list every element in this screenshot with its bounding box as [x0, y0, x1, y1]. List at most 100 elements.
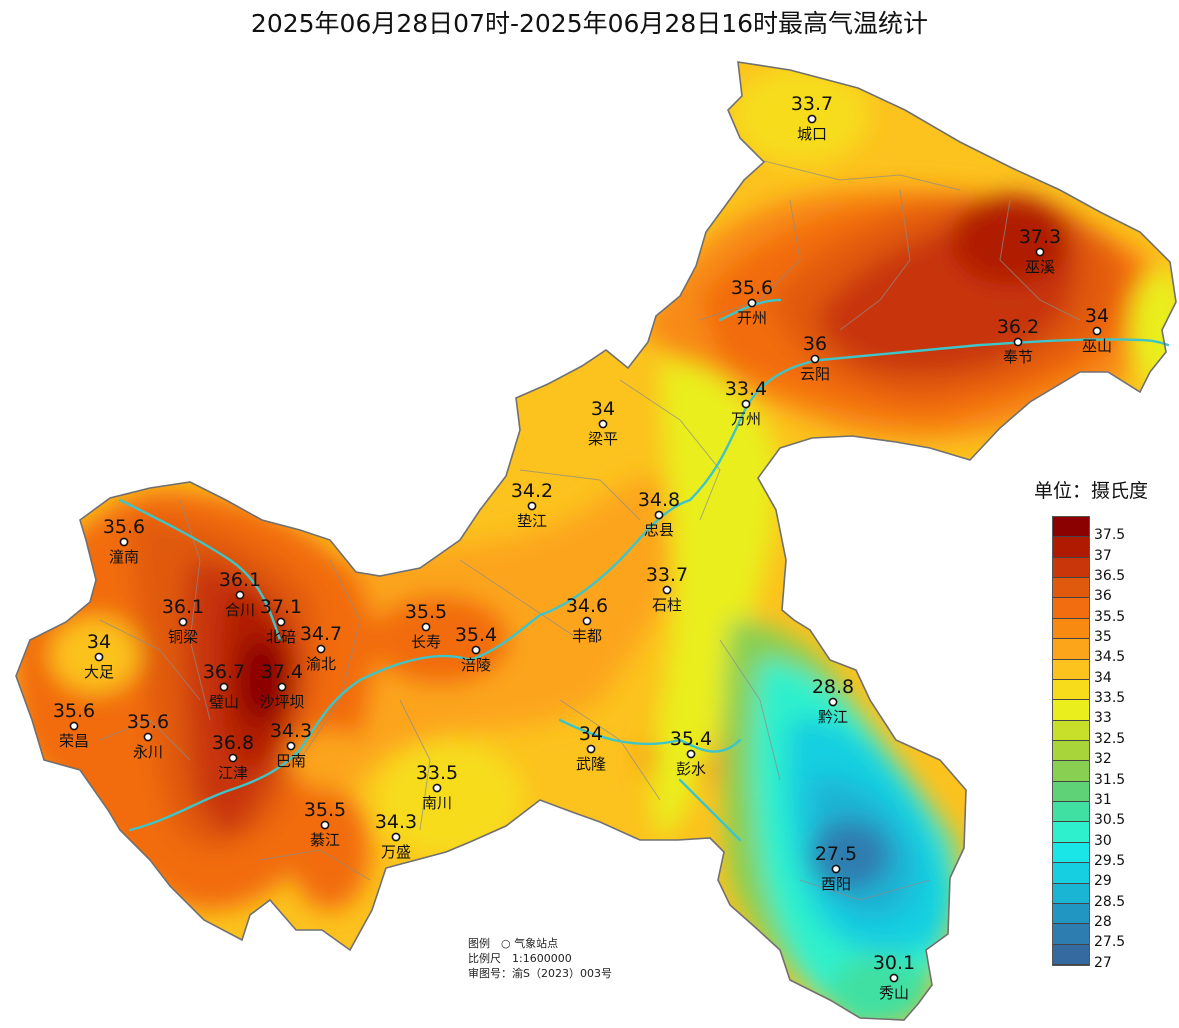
station-point-icon — [1013, 337, 1023, 347]
station-temperature-value: 35.5 — [304, 799, 346, 821]
station-temperature-value: 35.4 — [455, 624, 497, 646]
station-marker: 35.6 荣昌 — [53, 700, 95, 750]
station-name: 巴南 — [276, 752, 306, 770]
station-temperature-value: 37.4 — [261, 661, 303, 683]
station-point-icon — [421, 622, 431, 632]
legend-label: 35 — [1094, 629, 1112, 645]
legend-swatch — [1053, 761, 1089, 782]
station-marker: 36.1 铜梁 — [162, 596, 204, 646]
station-name: 南川 — [422, 794, 452, 812]
map-title: 2025年06月28日07时-2025年06月28日16时最高气温统计 — [250, 9, 929, 38]
station-marker: 30.1 秀山 — [873, 952, 915, 1002]
station-marker: 33.5 南川 — [416, 762, 458, 812]
station-name: 丰都 — [572, 627, 602, 645]
station-marker: 28.8 黔江 — [812, 676, 854, 726]
legend-label: 34.5 — [1094, 649, 1126, 666]
map-notes: 图例 ○ 气象站点 比例尺 1:1600000 审图号：渝S（2023）003号 — [468, 936, 612, 981]
legend-swatch — [1053, 741, 1089, 762]
station-point-icon — [741, 399, 751, 409]
station-marker: 33.7 城口 — [791, 93, 833, 143]
legend-swatch — [1053, 598, 1089, 619]
station-temperature-value: 36.8 — [212, 732, 254, 754]
legend-swatch — [1053, 781, 1089, 803]
station-temperature-value: 34.3 — [270, 720, 312, 742]
station-name: 奉节 — [1003, 348, 1033, 366]
rivers — [118, 298, 1170, 842]
legend-label: 35.5 — [1094, 608, 1126, 625]
legend-swatch — [1053, 537, 1089, 558]
station-point-icon — [391, 832, 401, 842]
station-marker: 35.5 綦江 — [304, 799, 346, 849]
legend-swatch — [1053, 700, 1089, 721]
station-point-icon — [747, 298, 757, 308]
station-name: 长寿 — [411, 633, 441, 651]
legend-label: 37.5 — [1094, 527, 1126, 544]
legend-label: 33 — [1094, 710, 1112, 727]
station-point-icon — [686, 749, 696, 759]
station-point-icon — [582, 616, 592, 626]
station-name: 巫溪 — [1025, 258, 1055, 276]
station-name: 开州 — [737, 309, 767, 327]
scale-note: 比例尺 1:1600000 — [468, 952, 572, 965]
legend-swatch — [1053, 822, 1089, 843]
station-name: 綦江 — [310, 831, 340, 849]
station-name: 武隆 — [576, 755, 606, 773]
station-point-icon — [654, 510, 664, 520]
station-name: 彭水 — [676, 760, 706, 778]
station-name: 沙坪坝 — [259, 693, 304, 711]
legend-label: 33.5 — [1094, 690, 1126, 707]
station-point-icon — [178, 617, 188, 627]
station-marker: 34 大足 — [84, 631, 114, 681]
legend-label: 29 — [1094, 873, 1112, 890]
station-point-icon — [586, 744, 596, 754]
legend-swatch — [1053, 944, 1089, 965]
station-marker: 27.5 酉阳 — [815, 843, 857, 893]
station-temperature-value: 36.1 — [162, 596, 204, 618]
station-name: 云阳 — [800, 365, 830, 383]
station-temperature-value: 37.1 — [260, 596, 302, 618]
station-temperature-value: 33.7 — [646, 564, 688, 586]
station-point-icon — [807, 114, 817, 124]
station-temperature-value: 37.3 — [1019, 226, 1061, 248]
station-point-icon — [228, 753, 238, 763]
station-name: 铜梁 — [168, 628, 198, 646]
station-name: 城口 — [797, 125, 827, 143]
station-name: 万盛 — [381, 843, 411, 861]
station-temperature-value: 35.5 — [405, 601, 447, 623]
station-marker: 35.4 涪陵 — [455, 624, 497, 674]
station-point-icon — [286, 741, 296, 751]
legend-label: 29.5 — [1094, 853, 1126, 869]
station-marker: 36.8 江津 — [212, 732, 254, 782]
station-temperature-value: 34.3 — [375, 811, 417, 833]
legend-label: 37 — [1094, 547, 1112, 564]
legend-unit-label: 单位：摄氏度 — [1034, 480, 1149, 502]
station-point-icon — [320, 820, 330, 830]
approval-number-note: 审图号：渝S（2023）003号 — [468, 967, 612, 980]
station-name: 大足 — [84, 663, 114, 681]
station-marker: 34.6 丰都 — [566, 595, 608, 645]
station-name: 永川 — [133, 743, 163, 761]
station-name: 荣昌 — [59, 732, 89, 750]
station-name: 渝北 — [306, 655, 336, 673]
station-temperature-value: 34 — [591, 398, 615, 420]
station-point-icon — [527, 501, 537, 511]
station-temperature-value: 34 — [579, 723, 603, 745]
legend-label: 34 — [1094, 669, 1112, 686]
station-legend-note: 图例 ○ 气象站点 — [468, 937, 559, 950]
legend-swatch — [1053, 863, 1089, 884]
legend-swatch — [1053, 720, 1089, 741]
legend-swatch — [1053, 903, 1089, 925]
station-marker: 34.8 忠县 — [638, 489, 680, 539]
station-marker: 34.3 巴南 — [270, 720, 312, 770]
station-temperature-value: 34.2 — [511, 480, 553, 502]
legend-label: 30 — [1094, 832, 1112, 849]
station-point-icon — [598, 419, 608, 429]
station-point-icon — [143, 732, 153, 742]
station-temperature-value: 35.6 — [103, 516, 145, 538]
legend-swatch — [1053, 578, 1089, 599]
legend-label: 27.5 — [1094, 934, 1126, 951]
station-temperature-value: 35.6 — [731, 277, 773, 299]
legend-label: 28 — [1094, 914, 1112, 931]
legend-label: 31.5 — [1094, 771, 1126, 788]
